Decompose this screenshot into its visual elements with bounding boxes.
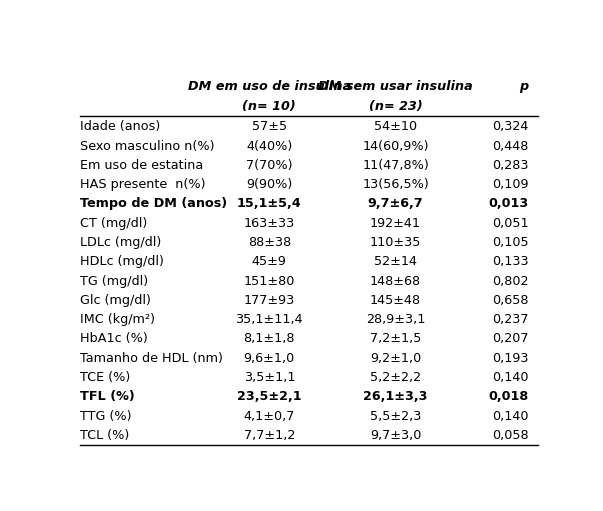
Text: 7,2±1,5: 7,2±1,5 — [370, 333, 421, 345]
Text: 0,058: 0,058 — [492, 429, 529, 442]
Text: Tamanho de HDL (nm): Tamanho de HDL (nm) — [80, 352, 223, 365]
Text: IMC (kg/m²): IMC (kg/m²) — [80, 313, 155, 326]
Text: 0,051: 0,051 — [492, 217, 529, 230]
Text: DM em uso de insulina: DM em uso de insulina — [188, 80, 351, 93]
Text: 57±5: 57±5 — [251, 120, 287, 133]
Text: 26,1±3,3: 26,1±3,3 — [363, 390, 428, 403]
Text: DM sem usar insulina: DM sem usar insulina — [318, 80, 473, 93]
Text: p: p — [520, 80, 529, 93]
Text: HAS presente  n(%): HAS presente n(%) — [80, 178, 206, 191]
Text: 15,1±5,4: 15,1±5,4 — [237, 197, 302, 211]
Text: 7,7±1,2: 7,7±1,2 — [244, 429, 295, 442]
Text: CT (mg/dl): CT (mg/dl) — [80, 217, 147, 230]
Text: TCE (%): TCE (%) — [80, 371, 130, 384]
Text: TFL (%): TFL (%) — [80, 390, 135, 403]
Text: 9,7±3,0: 9,7±3,0 — [370, 429, 421, 442]
Text: (n= 10): (n= 10) — [242, 100, 296, 113]
Text: TCL (%): TCL (%) — [80, 429, 129, 442]
Text: 0,283: 0,283 — [492, 159, 529, 172]
Text: 11(47,8%): 11(47,8%) — [362, 159, 429, 172]
Text: 0,207: 0,207 — [492, 333, 529, 345]
Text: 0,018: 0,018 — [488, 390, 529, 403]
Text: 54±10: 54±10 — [374, 120, 417, 133]
Text: 163±33: 163±33 — [244, 217, 295, 230]
Text: 192±41: 192±41 — [370, 217, 421, 230]
Text: Tempo de DM (anos): Tempo de DM (anos) — [80, 197, 227, 211]
Text: 148±68: 148±68 — [370, 274, 421, 288]
Text: 0,448: 0,448 — [492, 140, 529, 153]
Text: 4(40%): 4(40%) — [246, 140, 292, 153]
Text: 13(56,5%): 13(56,5%) — [362, 178, 429, 191]
Text: 9,2±1,0: 9,2±1,0 — [370, 352, 421, 365]
Text: Sexo masculino n(%): Sexo masculino n(%) — [80, 140, 215, 153]
Text: HbA1c (%): HbA1c (%) — [80, 333, 148, 345]
Text: Em uso de estatina: Em uso de estatina — [80, 159, 203, 172]
Text: 7(70%): 7(70%) — [246, 159, 292, 172]
Text: 151±80: 151±80 — [244, 274, 295, 288]
Text: 177±93: 177±93 — [244, 294, 295, 307]
Text: 9,6±1,0: 9,6±1,0 — [244, 352, 295, 365]
Text: 0,802: 0,802 — [492, 274, 529, 288]
Text: 0,013: 0,013 — [488, 197, 529, 211]
Text: 0,324: 0,324 — [492, 120, 529, 133]
Text: HDLc (mg/dl): HDLc (mg/dl) — [80, 256, 164, 268]
Text: 5,2±2,2: 5,2±2,2 — [370, 371, 421, 384]
Text: 0,105: 0,105 — [492, 236, 529, 249]
Text: 23,5±2,1: 23,5±2,1 — [237, 390, 302, 403]
Text: Idade (anos): Idade (anos) — [80, 120, 160, 133]
Text: TTG (%): TTG (%) — [80, 409, 131, 423]
Text: 14(60,9%): 14(60,9%) — [362, 140, 429, 153]
Text: 0,237: 0,237 — [492, 313, 529, 326]
Text: 4,1±0,7: 4,1±0,7 — [244, 409, 295, 423]
Text: 5,5±2,3: 5,5±2,3 — [370, 409, 421, 423]
Text: 9(90%): 9(90%) — [246, 178, 292, 191]
Text: 45±9: 45±9 — [252, 256, 287, 268]
Text: TG (mg/dl): TG (mg/dl) — [80, 274, 148, 288]
Text: 0,193: 0,193 — [492, 352, 529, 365]
Text: 52±14: 52±14 — [374, 256, 417, 268]
Text: 8,1±1,8: 8,1±1,8 — [244, 333, 295, 345]
Text: 28,9±3,1: 28,9±3,1 — [366, 313, 425, 326]
Text: 88±38: 88±38 — [248, 236, 291, 249]
Text: 0,140: 0,140 — [492, 371, 529, 384]
Text: LDLc (mg/dl): LDLc (mg/dl) — [80, 236, 161, 249]
Text: 0,109: 0,109 — [492, 178, 529, 191]
Text: 0,658: 0,658 — [492, 294, 529, 307]
Text: Glc (mg/dl): Glc (mg/dl) — [80, 294, 151, 307]
Text: 3,5±1,1: 3,5±1,1 — [244, 371, 295, 384]
Text: 145±48: 145±48 — [370, 294, 421, 307]
Text: 35,1±11,4: 35,1±11,4 — [236, 313, 303, 326]
Text: 9,7±6,7: 9,7±6,7 — [368, 197, 423, 211]
Text: 0,140: 0,140 — [492, 409, 529, 423]
Text: 0,133: 0,133 — [492, 256, 529, 268]
Text: (n= 23): (n= 23) — [368, 100, 422, 113]
Text: 110±35: 110±35 — [370, 236, 421, 249]
